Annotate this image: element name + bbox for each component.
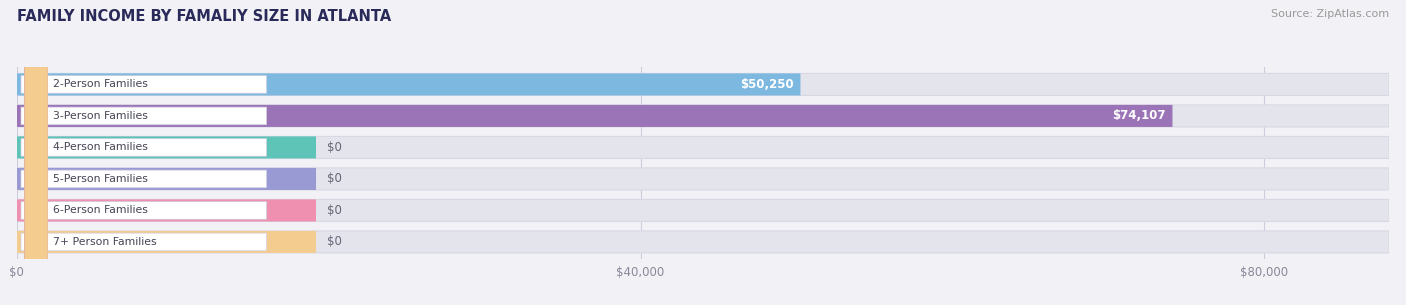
FancyBboxPatch shape [21,202,267,219]
FancyBboxPatch shape [17,136,1389,159]
FancyBboxPatch shape [21,170,267,188]
FancyBboxPatch shape [17,199,316,221]
Text: 4-Person Families: 4-Person Families [52,142,148,152]
Circle shape [25,0,46,305]
FancyBboxPatch shape [21,233,267,251]
Text: $0: $0 [328,204,342,217]
FancyBboxPatch shape [17,105,1389,127]
Text: $0: $0 [328,141,342,154]
FancyBboxPatch shape [17,74,800,95]
FancyBboxPatch shape [17,168,316,190]
FancyBboxPatch shape [17,199,1389,221]
Circle shape [25,0,46,305]
Text: 5-Person Families: 5-Person Families [52,174,148,184]
FancyBboxPatch shape [17,136,316,159]
FancyBboxPatch shape [17,74,1389,95]
FancyBboxPatch shape [17,231,316,253]
Text: $50,250: $50,250 [740,78,793,91]
Circle shape [25,0,46,305]
Circle shape [25,0,46,305]
Text: 3-Person Families: 3-Person Families [52,111,148,121]
FancyBboxPatch shape [21,107,267,125]
Text: $0: $0 [328,172,342,185]
FancyBboxPatch shape [17,168,1389,190]
Text: FAMILY INCOME BY FAMALIY SIZE IN ATLANTA: FAMILY INCOME BY FAMALIY SIZE IN ATLANTA [17,9,391,24]
FancyBboxPatch shape [17,105,1173,127]
Circle shape [25,0,46,305]
Text: Source: ZipAtlas.com: Source: ZipAtlas.com [1271,9,1389,19]
Text: 6-Person Families: 6-Person Families [52,206,148,215]
Text: 7+ Person Families: 7+ Person Families [52,237,156,247]
Text: 2-Person Families: 2-Person Families [52,79,148,89]
FancyBboxPatch shape [21,76,267,93]
FancyBboxPatch shape [21,138,267,156]
Text: $0: $0 [328,235,342,249]
Circle shape [25,0,46,305]
FancyBboxPatch shape [17,231,1389,253]
Text: $74,107: $74,107 [1112,109,1166,122]
